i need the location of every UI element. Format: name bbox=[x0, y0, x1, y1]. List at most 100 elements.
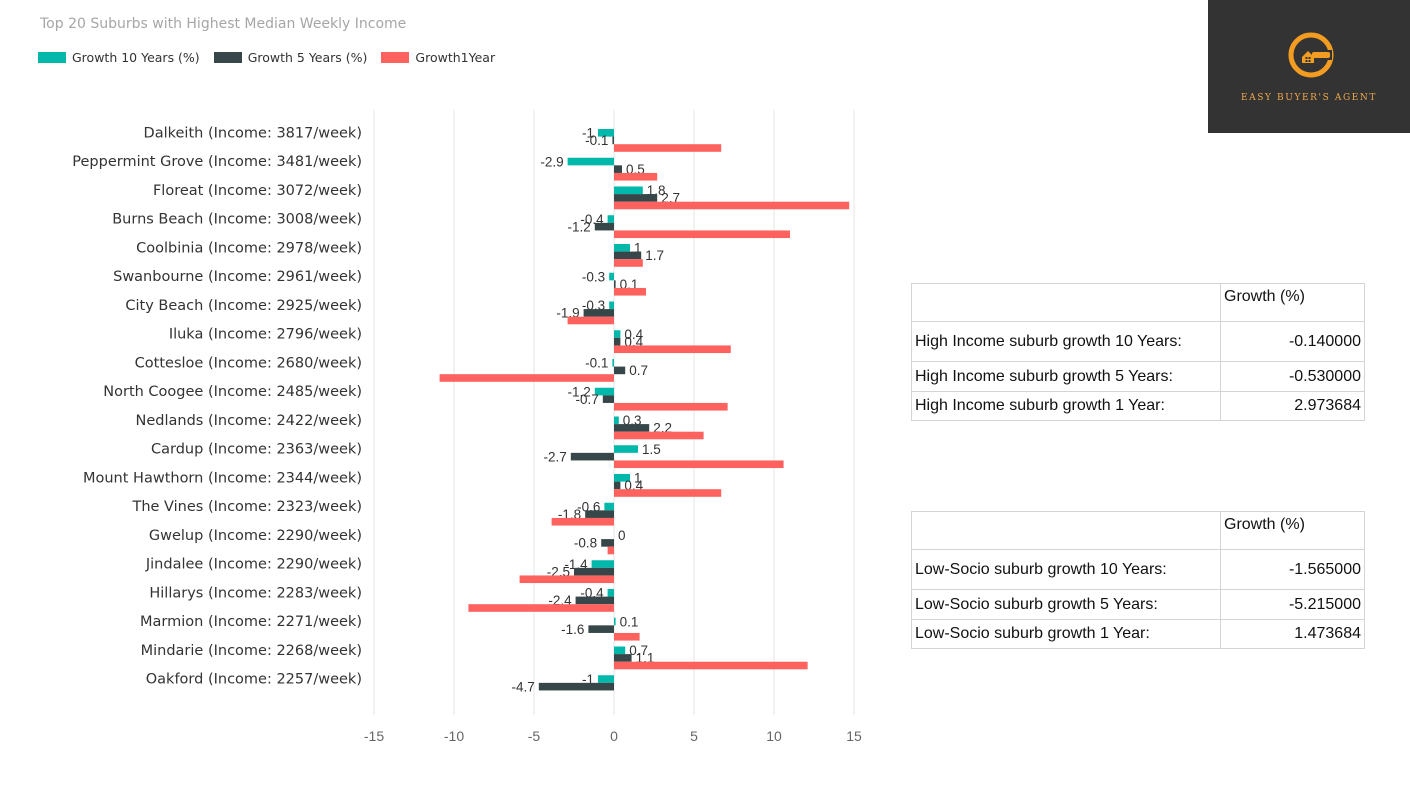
bar bbox=[551, 517, 614, 526]
row-value: -1.565000 bbox=[1220, 549, 1365, 590]
row-value: 2.973684 bbox=[1220, 391, 1365, 421]
bar bbox=[614, 172, 658, 181]
bar bbox=[614, 244, 630, 252]
legend-swatch-5y bbox=[213, 52, 242, 63]
bar bbox=[612, 136, 614, 145]
data-label: -1.2 bbox=[568, 219, 591, 234]
legend-item-growth-1-year[interactable]: Growth1Year bbox=[381, 50, 495, 65]
legend-item-growth-10-years[interactable]: Growth 10 Years (%) bbox=[38, 50, 200, 65]
row-value: -0.140000 bbox=[1220, 321, 1365, 362]
x-tick-label: 15 bbox=[846, 728, 862, 744]
category-label: The Vines (Income: 2323/week) bbox=[131, 499, 362, 515]
data-label: 0 bbox=[618, 528, 626, 543]
data-label: 1 bbox=[634, 471, 642, 486]
x-tick-label: 10 bbox=[766, 728, 782, 744]
bar bbox=[519, 575, 614, 584]
category-label: Cardup (Income: 2363/week) bbox=[151, 442, 362, 458]
legend-label-5y: Growth 5 Years (%) bbox=[247, 50, 368, 65]
logo-text: EASY BUYER'S AGENT bbox=[1241, 93, 1377, 103]
category-label: Nedlands (Income: 2422/week) bbox=[136, 413, 363, 429]
row-label: High Income suburb growth 5 Years: bbox=[911, 361, 1221, 392]
data-label: 1.5 bbox=[642, 442, 661, 457]
table-row: Low-Socio suburb growth 1 Year: 1.473684 bbox=[911, 619, 1365, 649]
table-header-growth: Growth (%) bbox=[1220, 283, 1365, 322]
table-header-row: Growth (%) bbox=[911, 283, 1365, 322]
bar bbox=[570, 452, 614, 461]
legend-item-growth-5-years[interactable]: Growth 5 Years (%) bbox=[213, 50, 368, 65]
bar bbox=[614, 144, 722, 152]
table-row: High Income suburb growth 1 Year: 2.9736… bbox=[911, 391, 1365, 421]
bar bbox=[614, 481, 621, 490]
x-tick-label: -5 bbox=[528, 728, 541, 744]
bar bbox=[614, 654, 632, 662]
category-label: Gwelup (Income: 2290/week) bbox=[149, 528, 362, 544]
bar bbox=[614, 230, 790, 239]
bar bbox=[614, 445, 638, 453]
table-header-empty bbox=[911, 511, 1221, 550]
legend-swatch-10y bbox=[38, 52, 66, 63]
category-label: North Coogee (Income: 2485/week) bbox=[103, 384, 362, 400]
table-row: High Income suburb growth 5 Years: -0.53… bbox=[911, 361, 1365, 392]
bar bbox=[567, 316, 614, 325]
category-label: Iluka (Income: 2796/week) bbox=[169, 327, 362, 343]
bar bbox=[614, 424, 650, 432]
bar bbox=[604, 502, 614, 511]
bar bbox=[575, 596, 614, 605]
bar bbox=[614, 474, 630, 482]
bar bbox=[567, 157, 614, 166]
bar bbox=[609, 272, 614, 281]
bar bbox=[601, 539, 614, 547]
category-label: Floreat (Income: 3072/week) bbox=[153, 183, 362, 199]
bar bbox=[585, 510, 614, 518]
bar bbox=[614, 280, 616, 288]
bar bbox=[598, 675, 614, 683]
x-tick-label: -10 bbox=[444, 728, 464, 744]
legend-swatch-1y bbox=[381, 52, 410, 63]
chart-legend: Growth 10 Years (%) Growth 5 Years (%) G… bbox=[38, 50, 509, 65]
bar bbox=[607, 546, 614, 555]
table-row: High Income suburb growth 10 Years: -0.1… bbox=[911, 321, 1365, 362]
data-label: -0.7 bbox=[576, 392, 599, 407]
category-label: City Beach (Income: 2925/week) bbox=[125, 298, 362, 314]
data-label: -0.1 bbox=[585, 356, 608, 371]
bar bbox=[614, 186, 643, 195]
bar bbox=[614, 337, 621, 346]
table-row: Low-Socio suburb growth 10 Years: -1.565… bbox=[911, 549, 1365, 590]
category-label: Hillarys (Income: 2283/week) bbox=[149, 585, 362, 601]
bar bbox=[614, 489, 722, 497]
table-header-row: Growth (%) bbox=[911, 511, 1365, 550]
bar bbox=[614, 330, 621, 338]
bar bbox=[612, 359, 614, 367]
category-label: Mindarie (Income: 2268/week) bbox=[141, 643, 362, 659]
table-header-empty bbox=[911, 283, 1221, 322]
category-label: Peppermint Grove (Income: 3481/week) bbox=[72, 154, 362, 170]
chart-title: Top 20 Suburbs with Highest Median Weekl… bbox=[40, 16, 407, 32]
bar bbox=[614, 632, 640, 641]
row-value: -5.215000 bbox=[1220, 589, 1365, 620]
category-label: Dalkeith (Income: 3817/week) bbox=[144, 125, 362, 141]
bar bbox=[439, 374, 614, 382]
row-label: Low-Socio suburb growth 10 Years: bbox=[911, 549, 1221, 590]
data-label: 1.7 bbox=[645, 248, 664, 263]
table-row: Low-Socio suburb growth 5 Years: -5.2150… bbox=[911, 589, 1365, 620]
data-label: -0.8 bbox=[574, 536, 597, 551]
bar bbox=[607, 589, 614, 597]
data-label: -4.7 bbox=[512, 679, 535, 694]
data-label: 0.7 bbox=[629, 363, 648, 378]
data-label: -1.2 bbox=[568, 384, 591, 399]
data-label: 0.4 bbox=[624, 327, 643, 342]
high-income-growth-table: Growth (%) High Income suburb growth 10 … bbox=[911, 283, 1365, 421]
row-label: High Income suburb growth 10 Years: bbox=[911, 321, 1221, 362]
bar bbox=[588, 625, 614, 633]
logo-icon bbox=[1288, 32, 1334, 78]
bar bbox=[594, 387, 614, 396]
data-label: -2.7 bbox=[544, 449, 567, 464]
bar bbox=[614, 402, 728, 411]
category-label: Oakford (Income: 2257/week) bbox=[146, 672, 362, 688]
row-value: 1.473684 bbox=[1220, 619, 1365, 649]
bar bbox=[614, 646, 626, 655]
bar bbox=[614, 617, 616, 626]
bar bbox=[538, 682, 614, 691]
bar bbox=[614, 661, 808, 670]
